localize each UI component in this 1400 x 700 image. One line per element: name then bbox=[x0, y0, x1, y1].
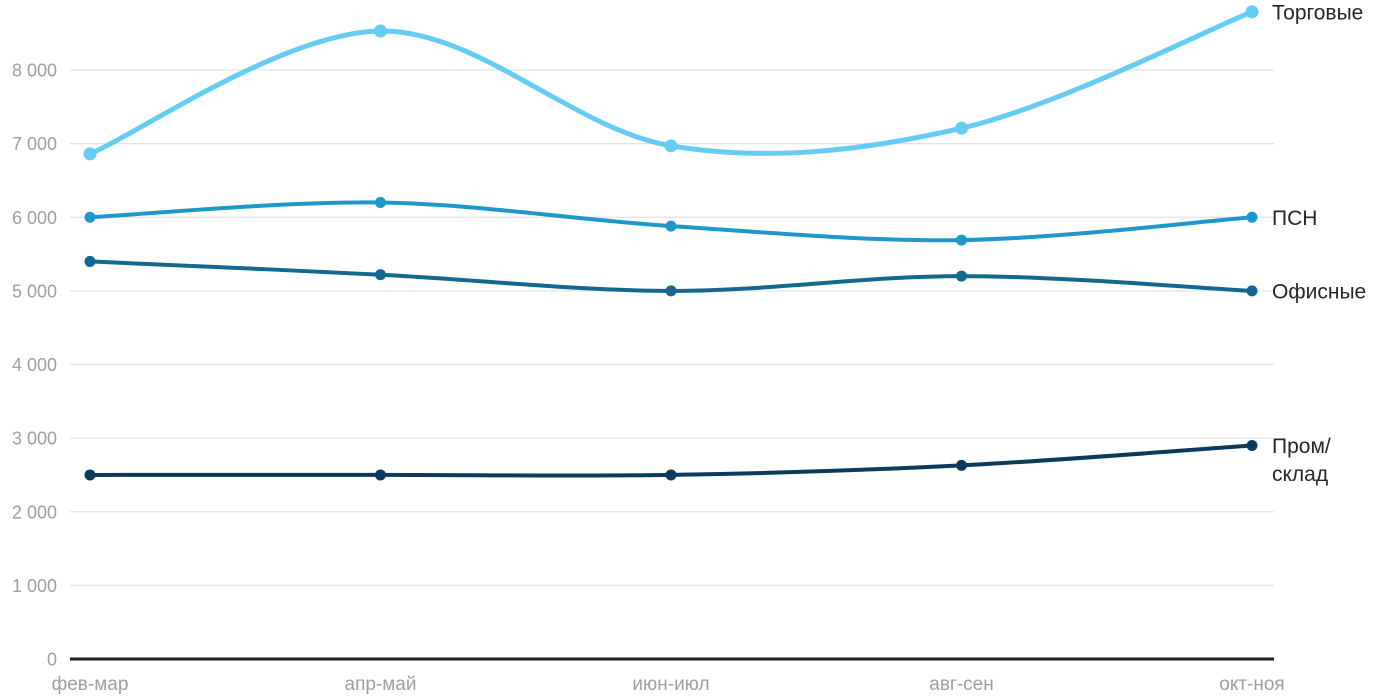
y-axis-tick-label: 0 bbox=[47, 650, 57, 670]
series-marker bbox=[1246, 285, 1258, 297]
series-marker bbox=[956, 234, 967, 246]
series-marker bbox=[664, 139, 678, 153]
series-marker bbox=[1246, 439, 1258, 451]
series-marker bbox=[375, 469, 386, 481]
x-axis-tick-label: окт-ноя bbox=[1219, 674, 1284, 695]
y-axis-tick-label: 5 000 bbox=[12, 281, 57, 301]
series-marker bbox=[665, 469, 677, 481]
y-axis-tick-label: 7 000 bbox=[12, 134, 57, 154]
series-marker bbox=[83, 147, 97, 161]
series-marker bbox=[374, 24, 387, 38]
y-axis-tick-label: 1 000 bbox=[12, 576, 57, 596]
series-marker bbox=[375, 197, 386, 209]
series-marker bbox=[84, 211, 96, 223]
series-marker bbox=[665, 285, 677, 297]
series-marker bbox=[84, 255, 96, 267]
x-axis-tick-label: авг-сен bbox=[929, 674, 993, 695]
series-label: склад bbox=[1272, 463, 1328, 486]
series-label: Торговые bbox=[1272, 1, 1363, 24]
series-marker bbox=[956, 459, 967, 471]
series-marker bbox=[665, 220, 677, 232]
series-marker bbox=[375, 269, 386, 281]
x-axis-tick-label: июн-июл bbox=[632, 674, 709, 695]
series-marker bbox=[84, 469, 96, 481]
series-marker bbox=[1246, 211, 1258, 223]
y-axis-tick-label: 2 000 bbox=[12, 502, 57, 522]
series-marker bbox=[1245, 5, 1259, 19]
series-label: Офисные bbox=[1272, 280, 1366, 303]
series-label: ПСН bbox=[1272, 207, 1317, 230]
series-line bbox=[87, 9, 1255, 157]
y-axis-tick-label: 8 000 bbox=[12, 61, 57, 81]
y-axis-tick-label: 6 000 bbox=[12, 208, 57, 228]
x-axis-tick-label: фев-мар bbox=[52, 674, 129, 695]
series-label: Пром/ bbox=[1272, 435, 1331, 458]
y-axis-tick-label: 4 000 bbox=[12, 355, 57, 375]
y-axis-tick-label: 3 000 bbox=[12, 429, 57, 449]
x-axis-tick-label: апр-май bbox=[345, 674, 417, 695]
series-marker bbox=[955, 121, 968, 135]
series-marker bbox=[956, 270, 967, 282]
